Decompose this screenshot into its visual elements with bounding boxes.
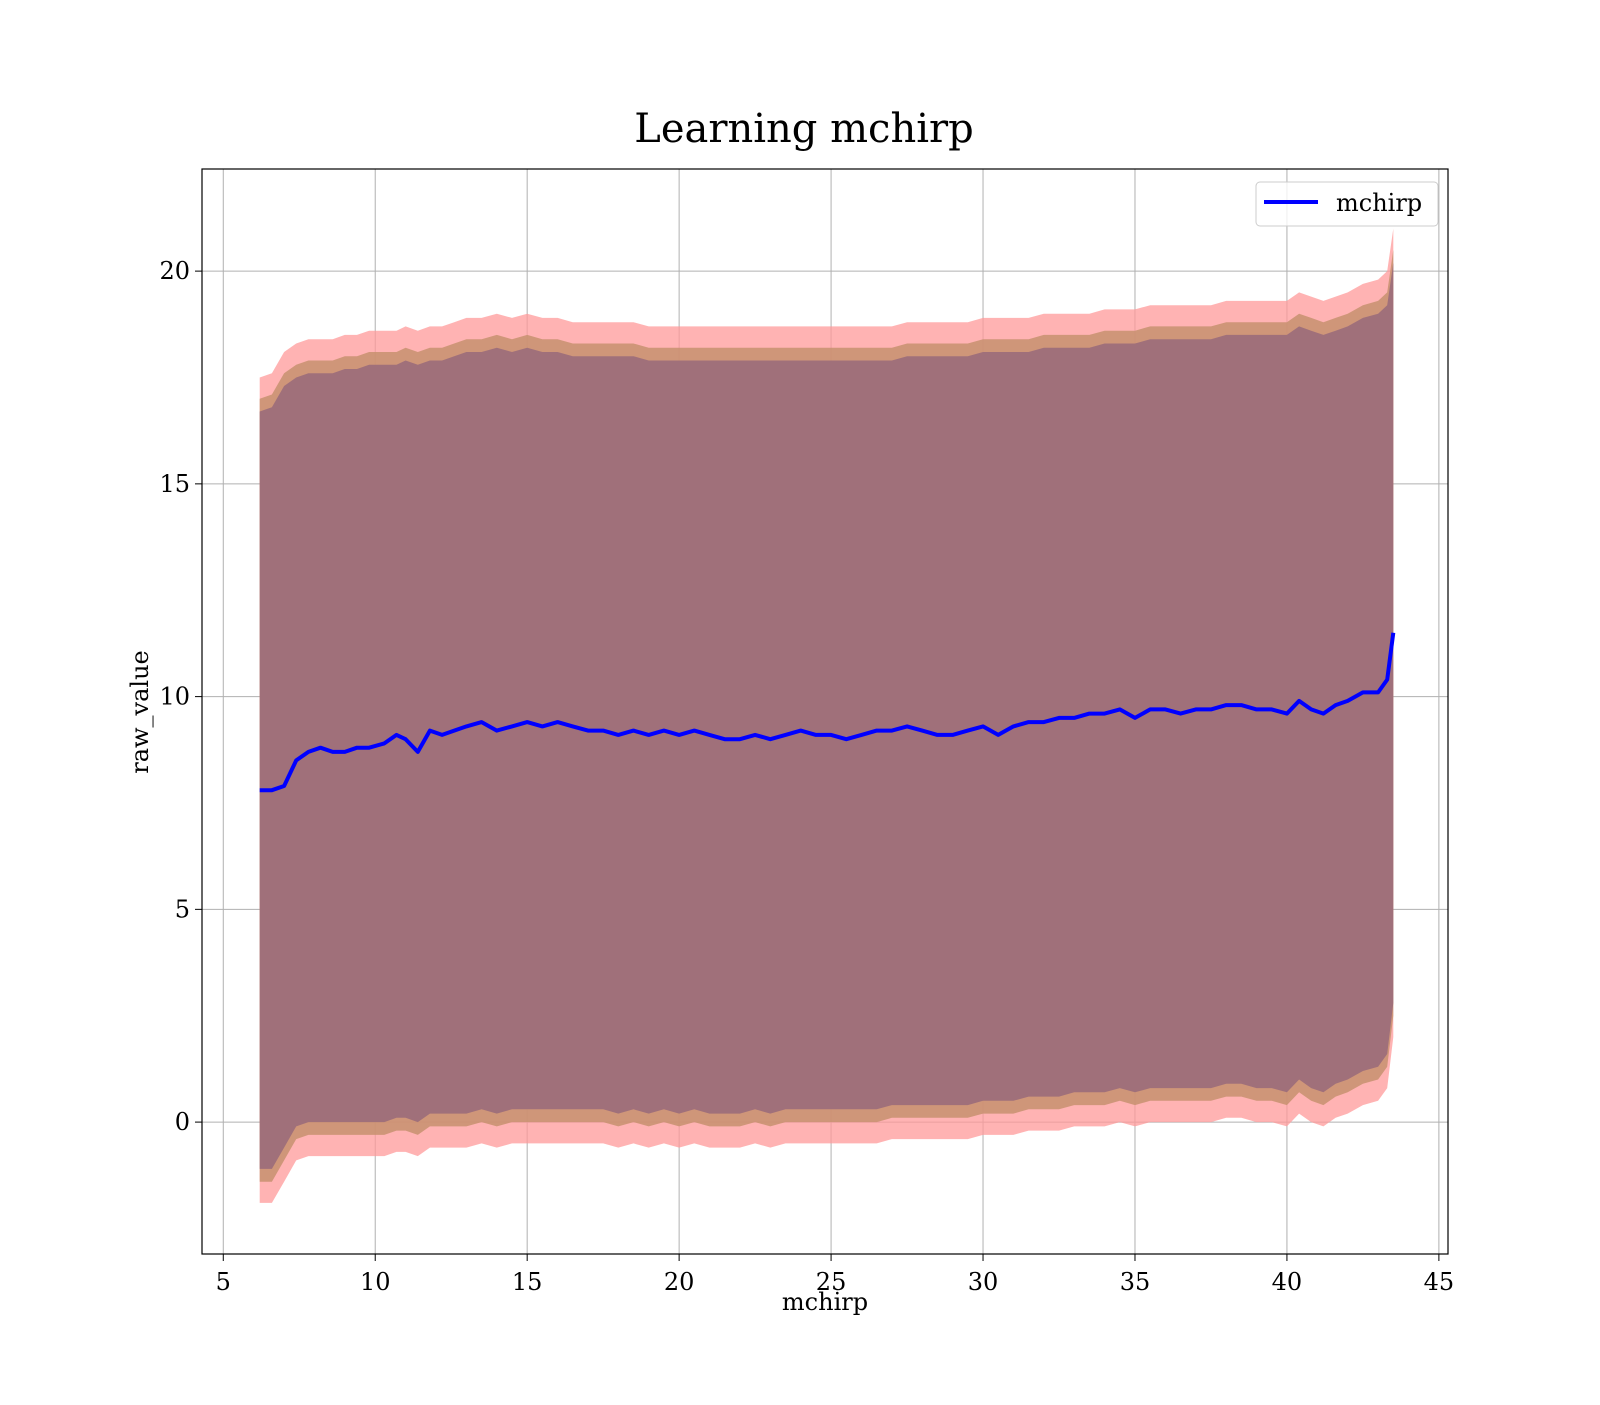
x-tick-label: 30 [968, 1268, 999, 1296]
plot-frame [201, 168, 1449, 1255]
y-tick-label: 5 [175, 895, 190, 923]
y-tick-label: 15 [159, 470, 190, 498]
y-tick-label: 0 [175, 1108, 190, 1136]
x-tick-label: 15 [512, 1268, 543, 1296]
y-tick-label: 20 [159, 257, 190, 285]
x-axis-ticks: 5 10 15 20 25 30 35 40 45 [216, 1254, 1455, 1296]
x-tick-label: 10 [360, 1268, 391, 1296]
y-axis-ticks: 0 5 10 15 20 [159, 257, 202, 1136]
x-tick-label: 35 [1120, 1268, 1151, 1296]
x-tick-label: 20 [664, 1268, 695, 1296]
y-tick-label: 10 [159, 683, 190, 711]
legend: mchirp [1255, 181, 1439, 227]
x-tick-label: 40 [1272, 1268, 1303, 1296]
legend-box [1255, 181, 1439, 227]
x-axis-label: mchirp [782, 1288, 868, 1316]
chart-title: Learning mchirp [634, 106, 973, 152]
band-inner [259, 262, 1394, 1169]
x-tick-label: 45 [1424, 1268, 1455, 1296]
x-tick-label: 25 [816, 1268, 847, 1296]
x-tick-label: 5 [216, 1268, 231, 1296]
confidence-bands [259, 228, 1394, 1203]
legend-label-mchirp: mchirp [1336, 189, 1422, 217]
y-axis-label: raw_value [126, 650, 154, 774]
series-lines [259, 632, 1396, 793]
series-line-mchirp [259, 632, 1396, 793]
